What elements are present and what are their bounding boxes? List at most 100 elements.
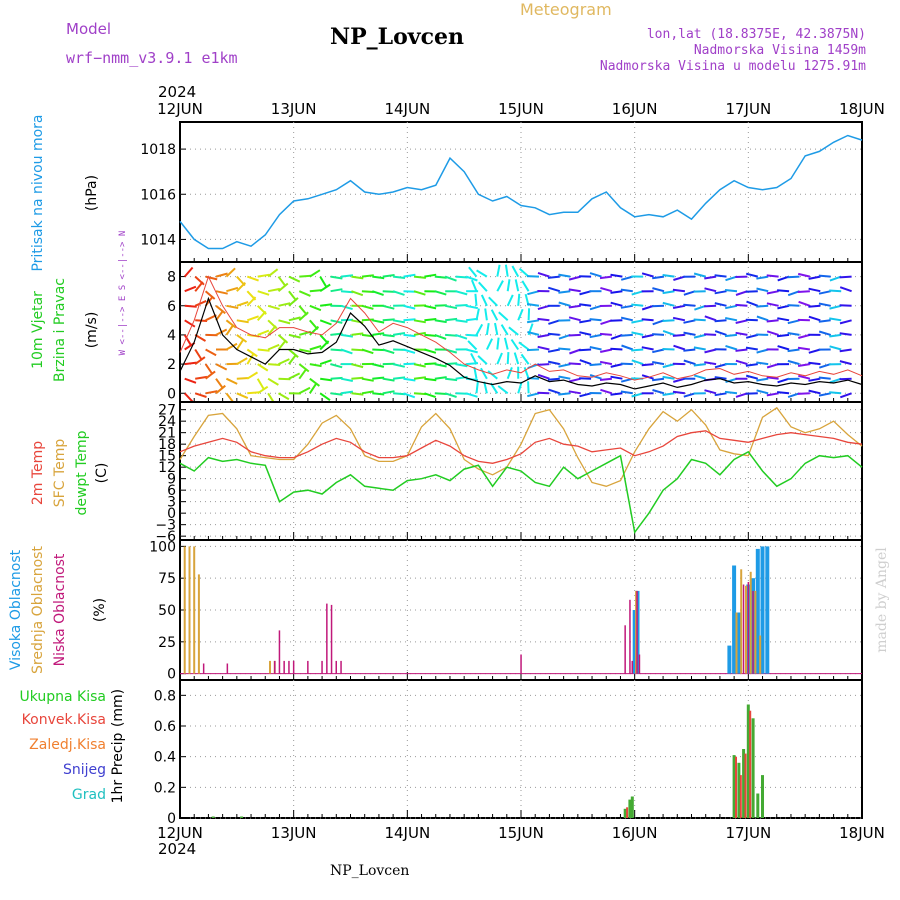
precip-bar [623, 808, 627, 818]
precip-bar [749, 710, 752, 818]
wind-arrow [246, 275, 259, 282]
wind-arrow [808, 315, 821, 322]
wind-arrow [205, 390, 218, 395]
wind-ylabel-2: Brzina i Pravac [52, 278, 68, 382]
wind-arrow [766, 302, 779, 307]
wind-arrow [818, 274, 831, 278]
wind-arrow [510, 338, 520, 351]
wind-arrow [520, 353, 530, 365]
wind-arrow [236, 275, 246, 287]
wind-arrow [568, 390, 581, 395]
wind-arrow [455, 333, 468, 340]
wind-arrow [195, 375, 208, 380]
wind-arrow [527, 381, 530, 394]
wind-arrow [424, 392, 437, 399]
wind-arrow [330, 392, 343, 396]
wind-arrow [445, 333, 458, 337]
wind-arrow [652, 287, 665, 293]
wind-arrow [599, 348, 613, 353]
cloud-bar [202, 663, 205, 674]
wind-arrow [424, 348, 437, 354]
wind-arrow [704, 315, 717, 322]
wind-arrow [183, 334, 192, 346]
wind-arrow [518, 341, 530, 351]
cloud-bar [520, 654, 522, 674]
mid-cloud-ylabel: Srednja Oblacnost [30, 546, 46, 674]
wind-arrow [808, 287, 821, 293]
cloud-unit: (%) [92, 598, 108, 622]
wind-arrow [620, 304, 633, 309]
wind-arrow [205, 314, 217, 322]
wind-arrow [641, 346, 654, 351]
wind-arrow [704, 361, 717, 366]
wind-arrow [652, 389, 665, 395]
cloud-bar [749, 571, 752, 674]
wind-arrow [382, 348, 395, 355]
wind-arrow [267, 268, 279, 278]
wind-arrow [787, 359, 800, 366]
wind-arrow [547, 377, 560, 381]
wind-arrow [600, 286, 613, 293]
wind-arrow [184, 377, 197, 384]
wind-arrow [787, 348, 800, 353]
wind-arrow [579, 303, 592, 307]
wind-arrow [455, 275, 468, 279]
wind-arrow [745, 272, 759, 278]
day-label-top: 12JUN [157, 100, 203, 118]
legend-frz-rain: Zaledj.Kisa [29, 737, 106, 753]
wind-arrow [673, 377, 686, 383]
wind-arrow [205, 275, 218, 281]
wind-arrow [547, 332, 560, 336]
wind-arrow [403, 377, 416, 382]
wind-arrow [257, 290, 270, 296]
cloud-bar [745, 585, 747, 674]
wind-arrow [787, 332, 800, 336]
precip-bar [735, 756, 737, 818]
wind-arrow [340, 290, 354, 294]
wind-arrow [288, 290, 298, 302]
wind-arrow [226, 304, 239, 309]
wind-arrow [444, 275, 457, 282]
wind-arrow [777, 391, 790, 395]
wind-arrow [589, 363, 602, 367]
wind-arrow [558, 273, 571, 278]
wind-arrow [662, 392, 675, 396]
wind-arrow [277, 276, 287, 287]
wind-arrow [725, 317, 738, 322]
wind-arrow [465, 304, 478, 310]
wind-arrow [808, 304, 821, 308]
wind-arrow [257, 363, 269, 372]
wind-arrow [361, 274, 374, 278]
wind-arrow [683, 392, 696, 398]
wind-arrow [620, 333, 633, 337]
y-tick-label: 0.2 [154, 780, 176, 796]
cloud-bar [755, 548, 760, 674]
wind-arrow [382, 377, 395, 382]
wind-arrow [537, 304, 550, 311]
wind-arrow [610, 273, 623, 278]
wind-arrow [361, 304, 374, 310]
wind-arrow [517, 293, 521, 306]
year-bottom: 2024 [158, 840, 196, 858]
wind-arrow [777, 345, 790, 351]
wind-arrow [330, 288, 343, 293]
wind-arrow [246, 371, 259, 380]
wind-arrow [724, 289, 738, 293]
wind-arrow [319, 334, 330, 345]
wind-arrow [579, 331, 592, 336]
wind-arrow [372, 363, 385, 368]
wind-arrow [246, 353, 255, 365]
wind-arrow [672, 304, 686, 309]
wind-arrow [652, 275, 665, 280]
wind-arrow [288, 297, 299, 307]
wind-arrow [641, 272, 654, 278]
wind-arrow [839, 319, 852, 325]
wind-arrow [434, 290, 447, 296]
wind-arrow [599, 332, 612, 336]
wind-arrow [319, 283, 331, 293]
precip-panel: 0 0.2 0.4 0.6 0.8 [154, 679, 863, 827]
wind-arrow [787, 275, 800, 279]
wind-arrow [589, 346, 602, 351]
precip-ylabel: 1hr Precip [110, 733, 126, 804]
cloud-bar [742, 584, 745, 674]
